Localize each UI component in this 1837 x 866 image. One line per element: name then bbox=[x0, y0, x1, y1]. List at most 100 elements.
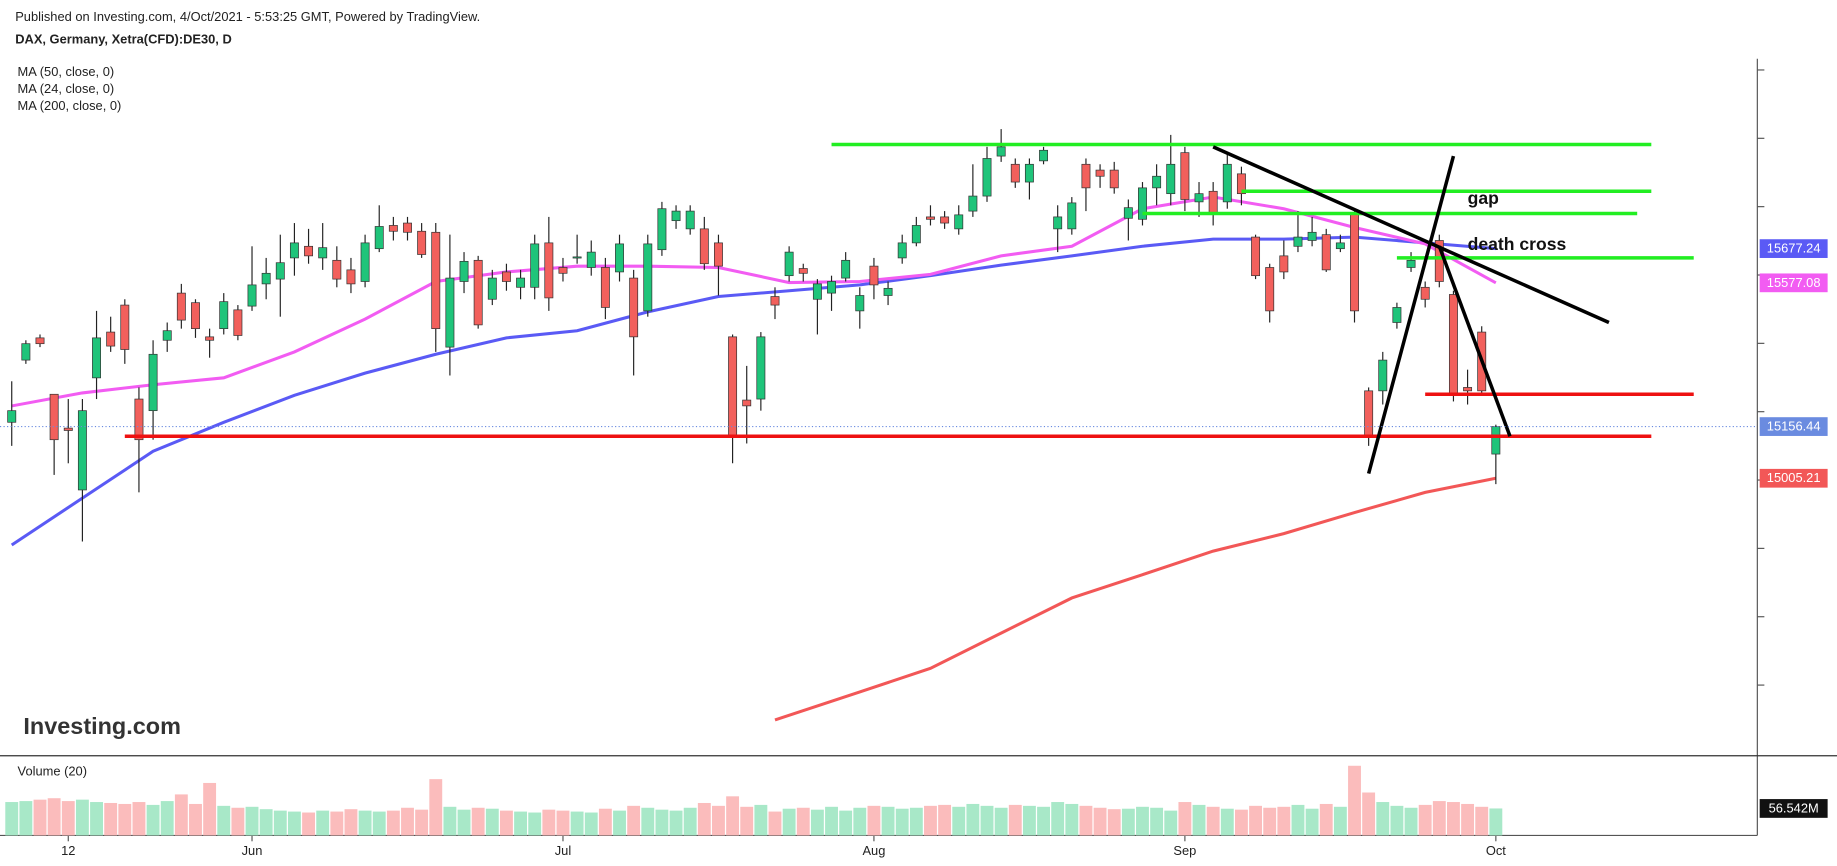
candle-body bbox=[1265, 267, 1275, 312]
candle-body bbox=[191, 302, 200, 330]
x-tick-label: Jul bbox=[555, 843, 571, 858]
candle-body bbox=[374, 226, 384, 250]
candle-body bbox=[1095, 169, 1105, 177]
last-price-tag-bg bbox=[1759, 417, 1828, 436]
candle-body bbox=[1491, 426, 1501, 455]
volume-title: Volume (20) bbox=[18, 764, 87, 779]
legend-entry: MA (24, close, 0) bbox=[18, 81, 115, 96]
volume-bar bbox=[146, 804, 160, 836]
candle-body bbox=[1166, 163, 1176, 195]
volume-bar bbox=[1348, 765, 1361, 836]
volume-bar bbox=[1136, 806, 1149, 836]
candle-body bbox=[1010, 163, 1020, 183]
candle-body bbox=[1138, 187, 1147, 220]
trend-line bbox=[1366, 155, 1456, 474]
volume-bar bbox=[174, 794, 188, 836]
volume-bar bbox=[1164, 810, 1178, 836]
candle-body bbox=[233, 309, 243, 336]
candle-body bbox=[1067, 202, 1077, 230]
candle-body bbox=[77, 410, 87, 491]
volume-bar bbox=[1291, 804, 1305, 836]
volume-bar bbox=[584, 812, 598, 836]
candle-body bbox=[49, 393, 59, 441]
candle-body bbox=[148, 353, 158, 412]
candle-body bbox=[1109, 169, 1119, 189]
candle-body bbox=[544, 242, 554, 299]
candle-body bbox=[304, 245, 314, 257]
candle-body bbox=[827, 281, 836, 294]
volume-bar bbox=[1390, 805, 1404, 836]
volume-bar bbox=[273, 810, 287, 836]
volume-bar bbox=[1079, 805, 1093, 836]
x-tick-label: Oct bbox=[1486, 843, 1506, 858]
volume-bar bbox=[316, 810, 330, 836]
volume-bar bbox=[401, 807, 414, 836]
candle-body bbox=[756, 336, 766, 400]
volume-bar bbox=[655, 809, 669, 836]
candle-body bbox=[473, 259, 483, 326]
candle-body bbox=[431, 231, 441, 330]
volume-bar bbox=[613, 810, 626, 836]
candle-body bbox=[7, 410, 17, 423]
x-tick-label: Jun bbox=[242, 843, 263, 858]
candle-body bbox=[516, 277, 526, 288]
volume-bar bbox=[712, 805, 725, 836]
candle-body bbox=[742, 399, 752, 407]
candle-body bbox=[1378, 359, 1388, 392]
ma-price-tag: 15677.24 bbox=[1767, 241, 1821, 256]
volume-bar bbox=[1277, 806, 1291, 836]
volume-bar bbox=[726, 796, 740, 836]
candle-body bbox=[318, 247, 328, 259]
volume-bar bbox=[740, 806, 754, 836]
candle-body bbox=[1081, 163, 1091, 189]
candle-body bbox=[812, 283, 822, 300]
volume-bar bbox=[302, 812, 316, 836]
volume-bar bbox=[1362, 792, 1376, 836]
ma-price-tag-bg bbox=[1759, 468, 1828, 488]
candle-body bbox=[1321, 234, 1331, 271]
volume-bar bbox=[457, 809, 471, 836]
candle-body bbox=[685, 210, 695, 230]
candle-body bbox=[487, 277, 497, 300]
ma-price-tag: 15577.08 bbox=[1767, 275, 1821, 290]
candle-body bbox=[954, 214, 964, 230]
candle-body bbox=[572, 256, 582, 259]
volume-bar bbox=[641, 807, 655, 836]
candle-body bbox=[530, 243, 540, 288]
volume-bar bbox=[1107, 809, 1121, 836]
volume-bar bbox=[47, 798, 61, 836]
candle-body bbox=[1039, 149, 1048, 162]
volume-bar bbox=[1447, 802, 1460, 836]
volume-bar bbox=[1305, 808, 1319, 836]
ma-price-tag-bg bbox=[1759, 273, 1828, 293]
volume-bar bbox=[542, 809, 556, 836]
volume-bar bbox=[344, 809, 358, 836]
candle-body bbox=[770, 296, 780, 306]
volume-bar bbox=[386, 810, 400, 836]
candle-body bbox=[940, 216, 950, 224]
candle-body bbox=[1392, 307, 1402, 323]
candle-body bbox=[926, 216, 935, 220]
candle-body bbox=[360, 242, 370, 282]
candle-body bbox=[1406, 259, 1416, 268]
volume-bar bbox=[853, 807, 867, 836]
ma-price-tag-bg bbox=[1759, 239, 1828, 258]
ma-price-tag: 15005.21 bbox=[1767, 470, 1821, 485]
candle-body bbox=[728, 336, 738, 437]
volume-bar bbox=[1376, 802, 1390, 836]
candle-body bbox=[784, 251, 794, 277]
ma-line bbox=[10, 235, 1496, 547]
volume-bar bbox=[1022, 805, 1036, 836]
volume-bar bbox=[825, 806, 838, 836]
candle-body bbox=[261, 272, 271, 285]
volume-bar bbox=[570, 811, 584, 836]
candle-body bbox=[1152, 175, 1162, 189]
volume-bar bbox=[1489, 808, 1503, 836]
volume-bar bbox=[556, 810, 570, 836]
candle-body bbox=[714, 242, 723, 267]
candle-body bbox=[289, 242, 299, 259]
volume-bar bbox=[1093, 807, 1107, 836]
volume-bar bbox=[1008, 804, 1022, 836]
ma-line bbox=[11, 195, 1497, 408]
